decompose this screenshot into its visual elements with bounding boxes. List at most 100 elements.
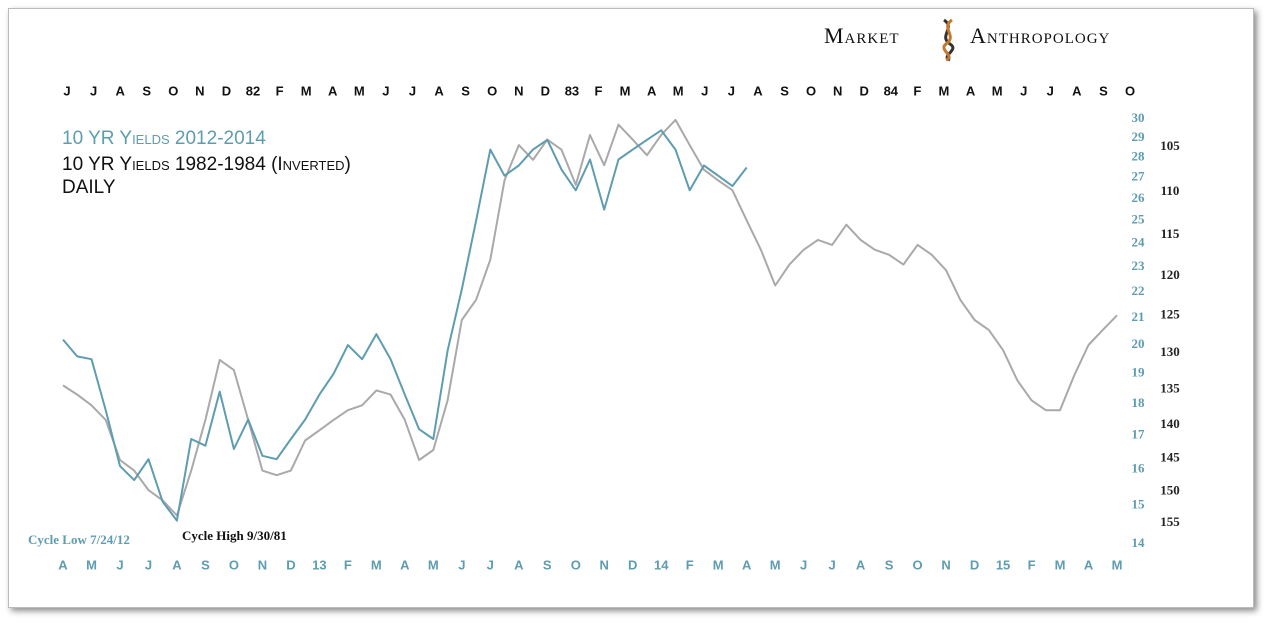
y2-tick-label: 145 [1160, 450, 1180, 465]
x-tick-label: A [400, 557, 410, 572]
x-tick-label: F [344, 557, 352, 572]
x-tick-label: O [571, 557, 581, 572]
y-tick-label: 24 [1132, 234, 1146, 249]
x-tick-label: A [1084, 557, 1094, 572]
top-x-tick-label: J [1047, 83, 1054, 98]
x-tick-label: J [800, 557, 807, 572]
top-x-tick-label: O [487, 83, 497, 98]
x-tick-label: A [172, 557, 182, 572]
top-x-tick-label: 82 [246, 83, 260, 98]
top-x-tick-label: N [514, 83, 523, 98]
y-tick-label: 19 [1132, 365, 1146, 380]
x-tick-label: M [371, 557, 382, 572]
top-x-tick-label: A [328, 83, 338, 98]
x-tick-label: A [58, 557, 68, 572]
top-x-tick-label: S [1099, 83, 1108, 98]
x-tick-label: S [885, 557, 894, 572]
legend-entry: 10 YR Yields 1982-1984 (Inverted) [62, 154, 351, 175]
x-tick-label: 14 [654, 557, 669, 572]
top-x-tick-label: O [168, 83, 178, 98]
annotation: Cycle Low 7/24/12 [28, 532, 130, 547]
y-tick-label: 21 [1132, 309, 1145, 324]
y-tick-label: 30 [1132, 110, 1145, 125]
top-x-tick-label: D [222, 83, 231, 98]
top-x-tick-label: J [382, 83, 389, 98]
top-x-tick-label: J [728, 83, 735, 98]
top-x-tick-label: J [1020, 83, 1027, 98]
top-x-tick-label: M [354, 83, 365, 98]
top-x-tick-label: S [142, 83, 151, 98]
top-x-tick-label: J [701, 83, 708, 98]
y2-tick-label: 150 [1160, 482, 1180, 497]
x-tick-label: M [1055, 557, 1066, 572]
x-tick-label: A [742, 557, 752, 572]
top-x-tick-label: F [913, 83, 921, 98]
y-tick-label: 16 [1132, 461, 1146, 476]
y2-tick-label: 115 [1161, 226, 1180, 241]
y2-tick-label: 155 [1160, 514, 1180, 529]
y2-tick-label: 125 [1160, 306, 1180, 321]
x-tick-label: F [1028, 557, 1036, 572]
top-x-tick-label: A [753, 83, 763, 98]
top-x-tick-label: J [63, 83, 70, 98]
top-x-tick-label: 84 [884, 83, 899, 98]
x-tick-label: S [201, 557, 210, 572]
x-tick-label: N [258, 557, 267, 572]
brand-left: Market [824, 23, 900, 48]
y-tick-label: 23 [1132, 258, 1146, 273]
top-x-tick-label: A [434, 83, 444, 98]
top-x-tick-label: M [673, 83, 684, 98]
top-x-tick-label: S [780, 83, 789, 98]
top-x-tick-label: 83 [565, 83, 579, 98]
x-tick-label: M [770, 557, 781, 572]
brand-right: Anthropology [970, 23, 1110, 48]
chart-panel [8, 8, 1254, 608]
x-tick-label: N [600, 557, 609, 572]
top-x-tick-label: D [860, 83, 869, 98]
x-tick-label: N [941, 557, 950, 572]
top-x-tick-label: A [1072, 83, 1082, 98]
annotation: Cycle High 9/30/81 [182, 528, 287, 543]
y-tick-label: 17 [1132, 427, 1146, 442]
top-x-tick-label: M [620, 83, 631, 98]
top-x-tick-label: A [647, 83, 657, 98]
top-x-tick-label: S [461, 83, 470, 98]
x-tick-label: 13 [312, 557, 326, 572]
top-x-tick-label: N [833, 83, 842, 98]
x-tick-label: D [970, 557, 979, 572]
x-tick-label: D [286, 557, 295, 572]
x-tick-label: A [514, 557, 524, 572]
x-tick-label: M [713, 557, 724, 572]
top-x-tick-label: J [409, 83, 416, 98]
y-tick-label: 20 [1132, 336, 1145, 351]
y-tick-label: 18 [1132, 395, 1146, 410]
x-tick-label: J [145, 557, 152, 572]
top-x-tick-label: O [1125, 83, 1135, 98]
y-tick-label: 14 [1132, 535, 1146, 550]
x-tick-label: J [116, 557, 123, 572]
series-line [62, 129, 748, 522]
top-x-tick-label: F [276, 83, 284, 98]
x-tick-label: O [229, 557, 239, 572]
x-tick-label: J [458, 557, 465, 572]
y-tick-label: 27 [1132, 169, 1146, 184]
top-x-tick-label: N [195, 83, 204, 98]
y-tick-label: 25 [1132, 212, 1146, 227]
top-x-tick-label: A [966, 83, 976, 98]
legend-entry: 10 YR Yields 2012-2014 [62, 128, 266, 149]
y-tick-label: 15 [1132, 497, 1146, 512]
y-tick-label: 22 [1132, 283, 1145, 298]
y2-tick-label: 135 [1160, 381, 1180, 396]
x-tick-label: S [543, 557, 552, 572]
x-tick-label: J [487, 557, 494, 572]
x-tick-label: J [829, 557, 836, 572]
top-x-tick-label: M [301, 83, 312, 98]
top-x-tick-label: A [115, 83, 125, 98]
x-tick-label: M [86, 557, 97, 572]
y2-tick-label: 140 [1160, 416, 1180, 431]
dna-logo [942, 18, 955, 62]
y-tick-label: 26 [1132, 190, 1146, 205]
top-x-tick-label: O [806, 83, 816, 98]
